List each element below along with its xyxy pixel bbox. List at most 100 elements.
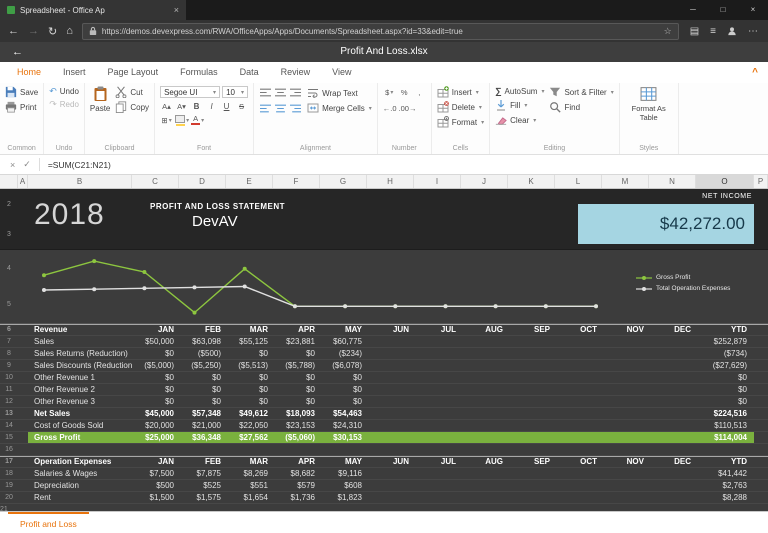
cell[interactable]: $0 bbox=[353, 372, 362, 382]
cell[interactable] bbox=[18, 492, 28, 503]
cut-button[interactable]: Cut bbox=[115, 86, 149, 98]
cell[interactable] bbox=[461, 480, 508, 491]
cell[interactable] bbox=[18, 396, 28, 407]
cell[interactable]: $551 bbox=[250, 480, 268, 490]
cell[interactable] bbox=[602, 420, 649, 431]
cell[interactable] bbox=[414, 468, 461, 479]
comma-style-button[interactable]: , bbox=[418, 87, 421, 97]
cell[interactable] bbox=[508, 444, 555, 455]
cell[interactable] bbox=[754, 336, 768, 347]
cell[interactable] bbox=[754, 492, 768, 503]
cell[interactable]: $7,875 bbox=[196, 468, 221, 478]
row-header-8[interactable]: 8 bbox=[7, 349, 11, 357]
font-family-select[interactable]: Segoe UI ▾ bbox=[160, 86, 221, 98]
cell[interactable] bbox=[649, 432, 696, 443]
cell[interactable] bbox=[414, 384, 461, 395]
cell[interactable]: $0 bbox=[212, 396, 221, 406]
cell[interactable]: JUL bbox=[440, 457, 456, 466]
cell[interactable]: $0 bbox=[353, 396, 362, 406]
cell[interactable] bbox=[18, 372, 28, 383]
copy-button[interactable]: Copy bbox=[115, 101, 149, 113]
cell[interactable]: $18,093 bbox=[286, 408, 315, 418]
cell[interactable] bbox=[602, 396, 649, 407]
cell[interactable] bbox=[649, 468, 696, 479]
cell[interactable]: $0 bbox=[165, 372, 174, 382]
strikethrough-button[interactable]: S bbox=[239, 101, 245, 111]
row-header-15[interactable]: 15 bbox=[5, 433, 13, 441]
cell[interactable] bbox=[18, 468, 28, 479]
cell[interactable] bbox=[508, 480, 555, 491]
cell[interactable]: DEC bbox=[674, 325, 691, 334]
row-header-17[interactable]: 17 bbox=[5, 458, 13, 465]
cell[interactable]: ($27,629) bbox=[712, 360, 747, 370]
cell[interactable]: $0 bbox=[259, 384, 268, 394]
cell[interactable] bbox=[461, 336, 508, 347]
cell[interactable]: $608 bbox=[344, 480, 362, 490]
cell[interactable]: Other Revenue 3 bbox=[34, 396, 95, 406]
cell[interactable]: $0 bbox=[165, 396, 174, 406]
cell[interactable] bbox=[602, 480, 649, 491]
cell[interactable] bbox=[414, 348, 461, 359]
cell[interactable]: ($5,060) bbox=[273, 432, 320, 443]
cell[interactable] bbox=[461, 348, 508, 359]
font-size-select[interactable]: 10 ▾ bbox=[222, 86, 249, 98]
cell[interactable] bbox=[602, 468, 649, 479]
profit-chart[interactable] bbox=[28, 255, 614, 319]
select-all-corner[interactable] bbox=[0, 175, 18, 188]
accounting-format-button[interactable]: $ ▾ bbox=[385, 87, 394, 97]
column-header-F[interactable]: F bbox=[273, 175, 320, 188]
cell[interactable]: $8,682 bbox=[290, 468, 315, 478]
cell[interactable] bbox=[461, 372, 508, 383]
cell[interactable] bbox=[508, 420, 555, 431]
cell[interactable] bbox=[367, 384, 414, 395]
cell[interactable]: APR bbox=[298, 325, 315, 334]
cell[interactable]: JAN bbox=[157, 457, 174, 466]
cell[interactable]: $2,763 bbox=[722, 480, 747, 490]
cell[interactable]: $0 bbox=[165, 384, 174, 394]
row-header-10[interactable]: 10 bbox=[5, 373, 13, 381]
cell[interactable]: $22,050 bbox=[239, 420, 268, 430]
cell[interactable] bbox=[367, 396, 414, 407]
clear-button[interactable]: Clear ▾ bbox=[495, 114, 544, 126]
window-minimize-button[interactable]: ─ bbox=[690, 5, 696, 14]
cell[interactable] bbox=[508, 372, 555, 383]
cell[interactable]: OCT bbox=[580, 325, 597, 334]
cell[interactable]: Depreciation bbox=[34, 480, 79, 490]
cell[interactable]: $63,098 bbox=[192, 336, 221, 346]
cell[interactable]: APR bbox=[298, 457, 315, 466]
cell[interactable]: JUN bbox=[392, 325, 409, 334]
cell[interactable] bbox=[555, 432, 602, 443]
cell[interactable] bbox=[508, 492, 555, 503]
cell[interactable]: $0 bbox=[353, 384, 362, 394]
cell[interactable]: $25,000 bbox=[132, 432, 179, 443]
cell[interactable]: ($5,513) bbox=[238, 360, 268, 370]
browser-forward-icon[interactable]: → bbox=[28, 25, 39, 37]
column-header-B[interactable]: B bbox=[28, 175, 132, 188]
find-button[interactable]: Find bbox=[549, 101, 613, 113]
cell[interactable]: $525 bbox=[203, 480, 221, 490]
ribbon-tab-insert[interactable]: Insert bbox=[63, 67, 86, 77]
cell[interactable] bbox=[649, 396, 696, 407]
shrink-font-button[interactable]: A▾ bbox=[177, 101, 186, 111]
cell[interactable]: $224,516 bbox=[713, 408, 747, 418]
cell[interactable] bbox=[754, 480, 768, 491]
column-header-H[interactable]: H bbox=[367, 175, 414, 188]
column-header-G[interactable]: G bbox=[320, 175, 367, 188]
ribbon-tab-review[interactable]: Review bbox=[280, 67, 311, 77]
cell[interactable]: Rent bbox=[34, 492, 51, 502]
cell[interactable] bbox=[18, 336, 28, 347]
cell[interactable]: $1,500 bbox=[149, 492, 174, 502]
cell[interactable] bbox=[602, 432, 649, 443]
redo-button[interactable]: ↷ Redo bbox=[49, 99, 79, 109]
ribbon-tab-view[interactable]: View bbox=[332, 67, 352, 77]
formula-accept-icon[interactable]: ✓ bbox=[23, 159, 31, 169]
cell[interactable]: $8,269 bbox=[243, 468, 268, 478]
cell[interactable]: Revenue bbox=[34, 325, 68, 334]
cell[interactable]: $0 bbox=[738, 396, 747, 406]
cell[interactable]: $252,879 bbox=[713, 336, 747, 346]
cell[interactable] bbox=[28, 444, 132, 455]
cell[interactable]: $0 bbox=[738, 372, 747, 382]
cell[interactable]: JUN bbox=[392, 457, 409, 466]
cell[interactable] bbox=[179, 444, 226, 455]
cell[interactable]: $54,463 bbox=[333, 408, 362, 418]
